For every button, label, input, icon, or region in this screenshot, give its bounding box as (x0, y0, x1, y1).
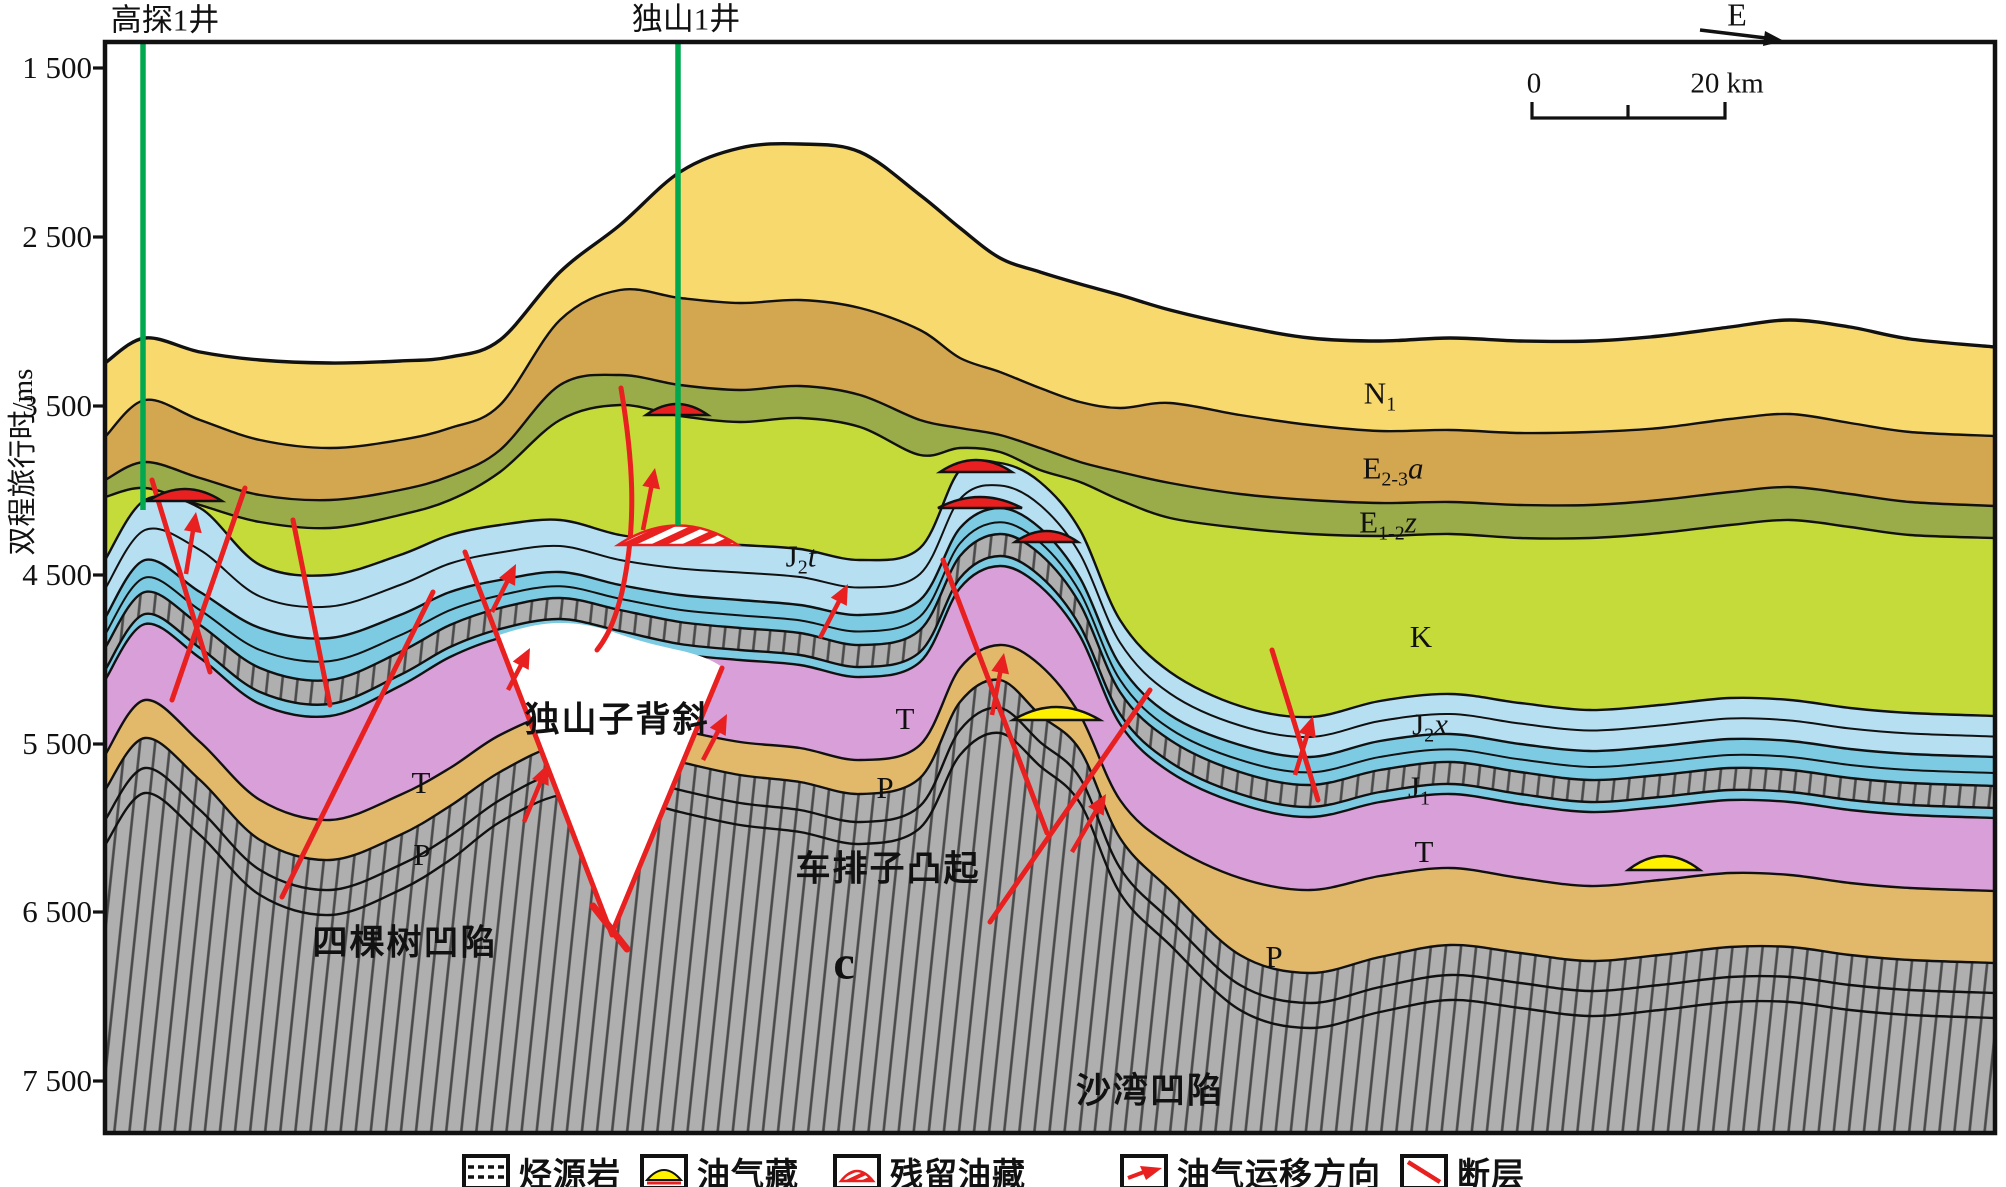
well-label-dushan1: 独山1井 (631, 1, 741, 37)
stratum-n1-base: N (1363, 375, 1387, 411)
legend-item-migration: 油气运移方向 (1120, 1148, 1381, 1187)
stratum-p-base: P (1265, 939, 1283, 974)
source-rock-icon (462, 1154, 510, 1187)
legend-item-reservoir: 油气藏 (640, 1148, 799, 1187)
structure-label-chepaizi-uplift: 车排子凸起 (795, 849, 981, 889)
scalebar-20km: 20 km (1690, 67, 1764, 100)
stratum-j2t-suffix: t (807, 538, 817, 574)
structure-label-sikeshu-sag: 四棵树凹陷 (312, 923, 498, 963)
stratum-e12z-sub: 1-2 (1378, 522, 1405, 545)
stratum-k-base: K (1409, 619, 1433, 654)
y-tick-6500: 6 500 (22, 894, 92, 929)
stratum-label-j2x: J2x (1412, 706, 1448, 747)
stratum-t-base: T (895, 701, 915, 736)
stratum-j2x-sub: 2 (1424, 724, 1435, 747)
legend-item-residual: 残留油藏 (833, 1148, 1026, 1187)
stratum-e12z-base: E (1359, 504, 1379, 540)
stratum-label-j2t: J2t (786, 538, 817, 579)
legend-label-source-rock: 烃源岩 (519, 1158, 621, 1187)
stratum-label-p-mid: P (876, 770, 893, 806)
stratum-label-p-west: P (413, 837, 430, 873)
legend-label-reservoir: 油气藏 (697, 1158, 799, 1187)
scalebar-zero: 0 (1526, 67, 1542, 100)
stratum-label-p-east: P (1265, 939, 1282, 975)
stratum-p-base: P (876, 770, 894, 805)
stratum-e23a-sub: 2-3 (1381, 468, 1409, 491)
migration-direction-icon (1120, 1154, 1168, 1187)
stratum-e23a-base: E (1362, 450, 1382, 486)
stratum-t-base: T (411, 765, 431, 800)
stratum-label-e23a: E2-3a (1362, 450, 1423, 491)
residual-oil-icon (833, 1154, 881, 1187)
stratum-j1-base: J (1407, 769, 1421, 805)
stratum-n1-sub: 1 (1386, 393, 1397, 416)
y-tick-2500: 2 500 (22, 219, 92, 254)
y-tick-5500: 5 500 (22, 726, 92, 761)
stratum-label-t-west: T (412, 765, 431, 801)
fault-icon (1400, 1154, 1448, 1187)
stratum-e12z-suffix: z (1404, 504, 1417, 540)
stratum-p-base: P (413, 837, 431, 872)
stratum-j2t-sub: 2 (797, 556, 808, 579)
stratum-label-n1: N1 (1364, 375, 1396, 416)
y-tick-4500: 4 500 (22, 557, 92, 592)
panel-letter: c (833, 936, 855, 990)
legend-item-fault: 断层 (1400, 1148, 1525, 1187)
compass-east-label: E (1727, 0, 1747, 33)
oil-gas-reservoir-icon (640, 1154, 688, 1187)
y-tick-3500: 3 500 (22, 388, 92, 423)
stratum-j2x-base: J (1412, 706, 1425, 742)
stratum-e23a-suffix: a (1408, 450, 1424, 486)
stratum-label-k: K (1410, 619, 1432, 655)
stratum-label-t-mid: T (896, 701, 915, 737)
stratum-j1-sub: 1 (1420, 787, 1431, 810)
stratum-t-base: T (1414, 834, 1434, 869)
stratum-j2x-suffix: x (1434, 706, 1448, 742)
legend-label-fault: 断层 (1457, 1158, 1525, 1187)
legend-item-source-rock: 烃源岩 (462, 1148, 621, 1187)
structure-label-shawan-sag: 沙湾凹陷 (1075, 1071, 1225, 1111)
stratum-label-e12z: E1-2z (1359, 504, 1417, 545)
legend-label-migration: 油气运移方向 (1177, 1158, 1381, 1187)
structure-label-dushanzi-anticline: 独山子背斜 (524, 700, 710, 740)
y-tick-1500: 1 500 (22, 50, 92, 85)
stratum-j2t-base: J (785, 538, 798, 574)
stratum-label-j1: J1 (1408, 769, 1430, 810)
y-tick-7500: 7 500 (22, 1063, 92, 1098)
well-label-gaotan1: 高探1井 (110, 2, 220, 38)
legend-label-residual: 残留油藏 (890, 1158, 1026, 1187)
stratum-label-t-east: T (1415, 834, 1434, 870)
